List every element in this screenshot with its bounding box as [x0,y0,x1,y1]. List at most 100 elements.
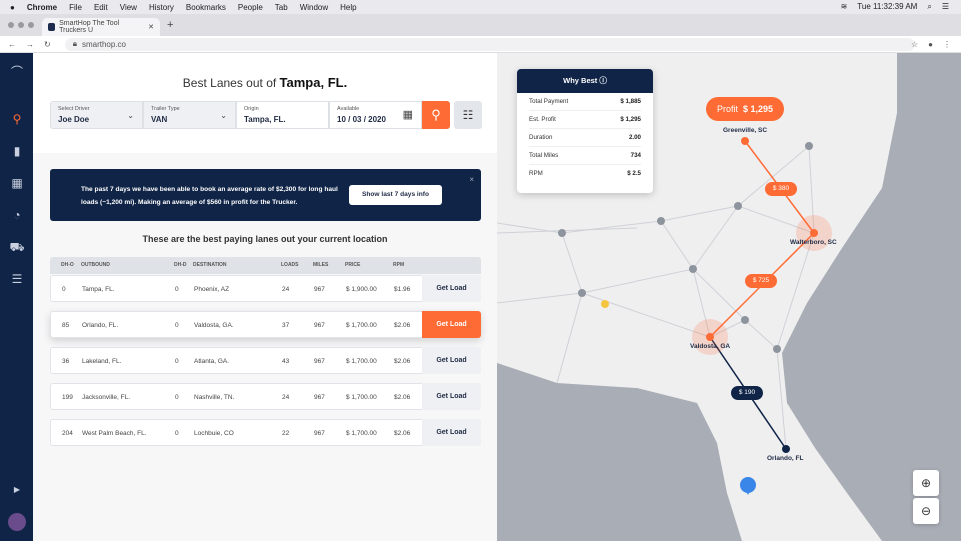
filter-settings-button[interactable]: ☷ [454,101,482,129]
why-best-row: Est. Profit $ 1,295 [529,111,641,129]
search-icon[interactable]: ⚲ [12,112,22,126]
greenville-node[interactable] [741,137,749,145]
why-best-row: Total Payment $ 1,885 [529,93,641,111]
tab-bar: SmartHop The Tool Truckers U ✕ + [0,14,961,36]
table-row[interactable]: 36 Lakeland, FL. 0 Atlanta, GA. 43 967 $ 1,700… [50,347,481,374]
get-load-button[interactable]: Get Load [422,383,481,410]
map[interactable]: Why Best ⓘ Total Payment $ 1,885 Est. Prof… [497,53,961,541]
warning-marker-icon[interactable] [601,300,609,308]
forward-icon[interactable]: → [26,39,34,49]
menu-tab[interactable]: Tab [274,2,288,12]
menu-history[interactable]: History [148,2,174,12]
cell-outbound: Lakeland, FL. [82,358,122,365]
cell-outbound: Jacksonville, FL. [82,394,131,401]
menu-edit[interactable]: Edit [93,2,108,12]
close-icon[interactable]: × [469,175,474,184]
cell-loads: 37 [282,322,290,329]
section-subtitle: These are the best paying lanes out your… [142,234,388,244]
leg-price-tag[interactable]: $ 190 [731,386,763,400]
table-row[interactable]: 0 Tampa, FL. 0 Phoenix, AZ 24 967 $ 1,900.00 $1… [50,275,481,302]
get-load-button[interactable]: Get Load [422,275,481,302]
menu-dots-icon[interactable]: ⋮ [943,39,951,49]
cell-rpm: $2.06 [394,430,411,437]
control-center-icon[interactable]: ☰ [941,2,949,11]
valdosta-node[interactable] [706,333,714,341]
zoom-out-button[interactable]: ⊖ [913,498,939,524]
info-icon[interactable]: ⓘ [599,76,607,85]
metric-value: 734 [630,152,641,159]
get-load-button[interactable]: Get Load [422,419,481,446]
cell-miles: 967 [314,322,325,329]
new-tab-button[interactable]: + [167,19,174,31]
show-last-7-days-button[interactable]: Show last 7 days info [349,185,442,205]
chevron-down-icon: ⌄ [220,111,227,120]
table-row[interactable]: 85 Orlando, FL. 0 Valdosta, GA. 37 967 $ 1,700… [50,311,481,338]
dashboard-icon[interactable]: ▦ [11,176,23,190]
apple-icon[interactable]: ● [10,2,15,12]
reload-icon[interactable]: ↻ [44,39,51,49]
get-load-button[interactable]: Get Load [422,347,481,374]
back-icon[interactable]: ← [8,39,16,49]
gauge-icon[interactable]: ◔ [13,208,21,222]
menu-file[interactable]: File [69,2,82,12]
list-icon[interactable]: ☰ [11,272,23,286]
get-load-button[interactable]: Get Load [422,311,481,338]
cell-rpm: $2.06 [394,394,411,401]
why-best-header: Why Best ⓘ [517,69,653,93]
cell-dho: 36 [62,358,70,365]
available-date-input[interactable]: Available 10 / 03 / 2020 ▦ [329,101,422,129]
profile-icon[interactable]: ● [928,39,933,49]
calendar-icon[interactable]: ▦ [402,109,413,121]
map-nodes [558,142,813,353]
city-label: Greenville, SC [723,127,768,134]
close-tab-icon[interactable]: ✕ [148,24,154,31]
cell-destination: Atlanta, GA. [194,358,230,365]
menu-view[interactable]: View [119,2,137,12]
cell-dho: 199 [62,394,73,401]
wifi-icon[interactable]: ≋ [840,2,848,11]
expand-icon[interactable]: ▶ [13,485,21,494]
orlando-node[interactable] [782,445,790,453]
cell-outbound: West Palm Beach, FL. [82,430,147,437]
cell-destination: Valdosta, GA. [194,322,234,329]
leg-price-tag[interactable]: $ 380 [765,182,797,196]
spotlight-icon[interactable]: ⌕ [927,2,932,11]
url-field[interactable]: 🔒︎ smarthop.co [64,37,915,51]
chart-icon[interactable]: ▮ [13,144,21,158]
cell-dhd: 0 [175,430,179,437]
cell-miles: 967 [314,394,325,401]
clock[interactable]: Tue 11:32:39 AM [857,2,918,11]
cell-loads: 24 [282,394,290,401]
window-controls[interactable] [8,22,34,28]
table-row[interactable]: 204 West Palm Beach, FL. 0 Lochbuie, CO 22 96… [50,419,481,446]
why-best-row: Total Miles 734 [529,147,641,165]
cell-destination: Lochbuie, CO [194,430,234,437]
menu-bookmarks[interactable]: Bookmarks [185,2,226,12]
walterboro-node[interactable] [810,229,818,237]
trailer-select[interactable]: Trailer Type VAN ⌄ [143,101,236,129]
menu-window[interactable]: Window [299,2,329,12]
metric-value: 2.00 [628,134,641,141]
avatar[interactable] [8,513,26,531]
menu-app[interactable]: Chrome [26,2,58,12]
leg-price-tag[interactable]: $ 725 [745,274,777,288]
cell-dho: 204 [62,430,73,437]
favicon-icon [48,23,56,31]
zoom-in-button[interactable]: ⊕ [913,470,939,496]
origin-input[interactable]: Origin Tampa, FL. [236,101,329,129]
search-button[interactable]: ⚲ [422,101,450,129]
browser-tab[interactable]: SmartHop The Tool Truckers U ✕ [42,18,160,36]
star-icon[interactable]: ☆ [910,39,919,49]
driver-select[interactable]: Select Driver Joe Doe ⌄ [50,101,143,129]
why-best-row: Duration 2.00 [529,129,641,147]
gulf-of-mexico [497,363,742,541]
table-row[interactable]: 199 Jacksonville, FL. 0 Nashville, TN. 24 967… [50,383,481,410]
menu-help[interactable]: Help [340,2,357,12]
menu-people[interactable]: People [237,2,263,12]
cell-dhd: 0 [175,286,179,293]
logo-icon[interactable]: ⌒ [10,65,23,79]
chevron-down-icon: ⌄ [127,111,134,120]
cell-loads: 43 [282,358,290,365]
truck-icon[interactable]: ⛟ [9,240,25,254]
lock-icon: 🔒︎ [72,39,77,48]
